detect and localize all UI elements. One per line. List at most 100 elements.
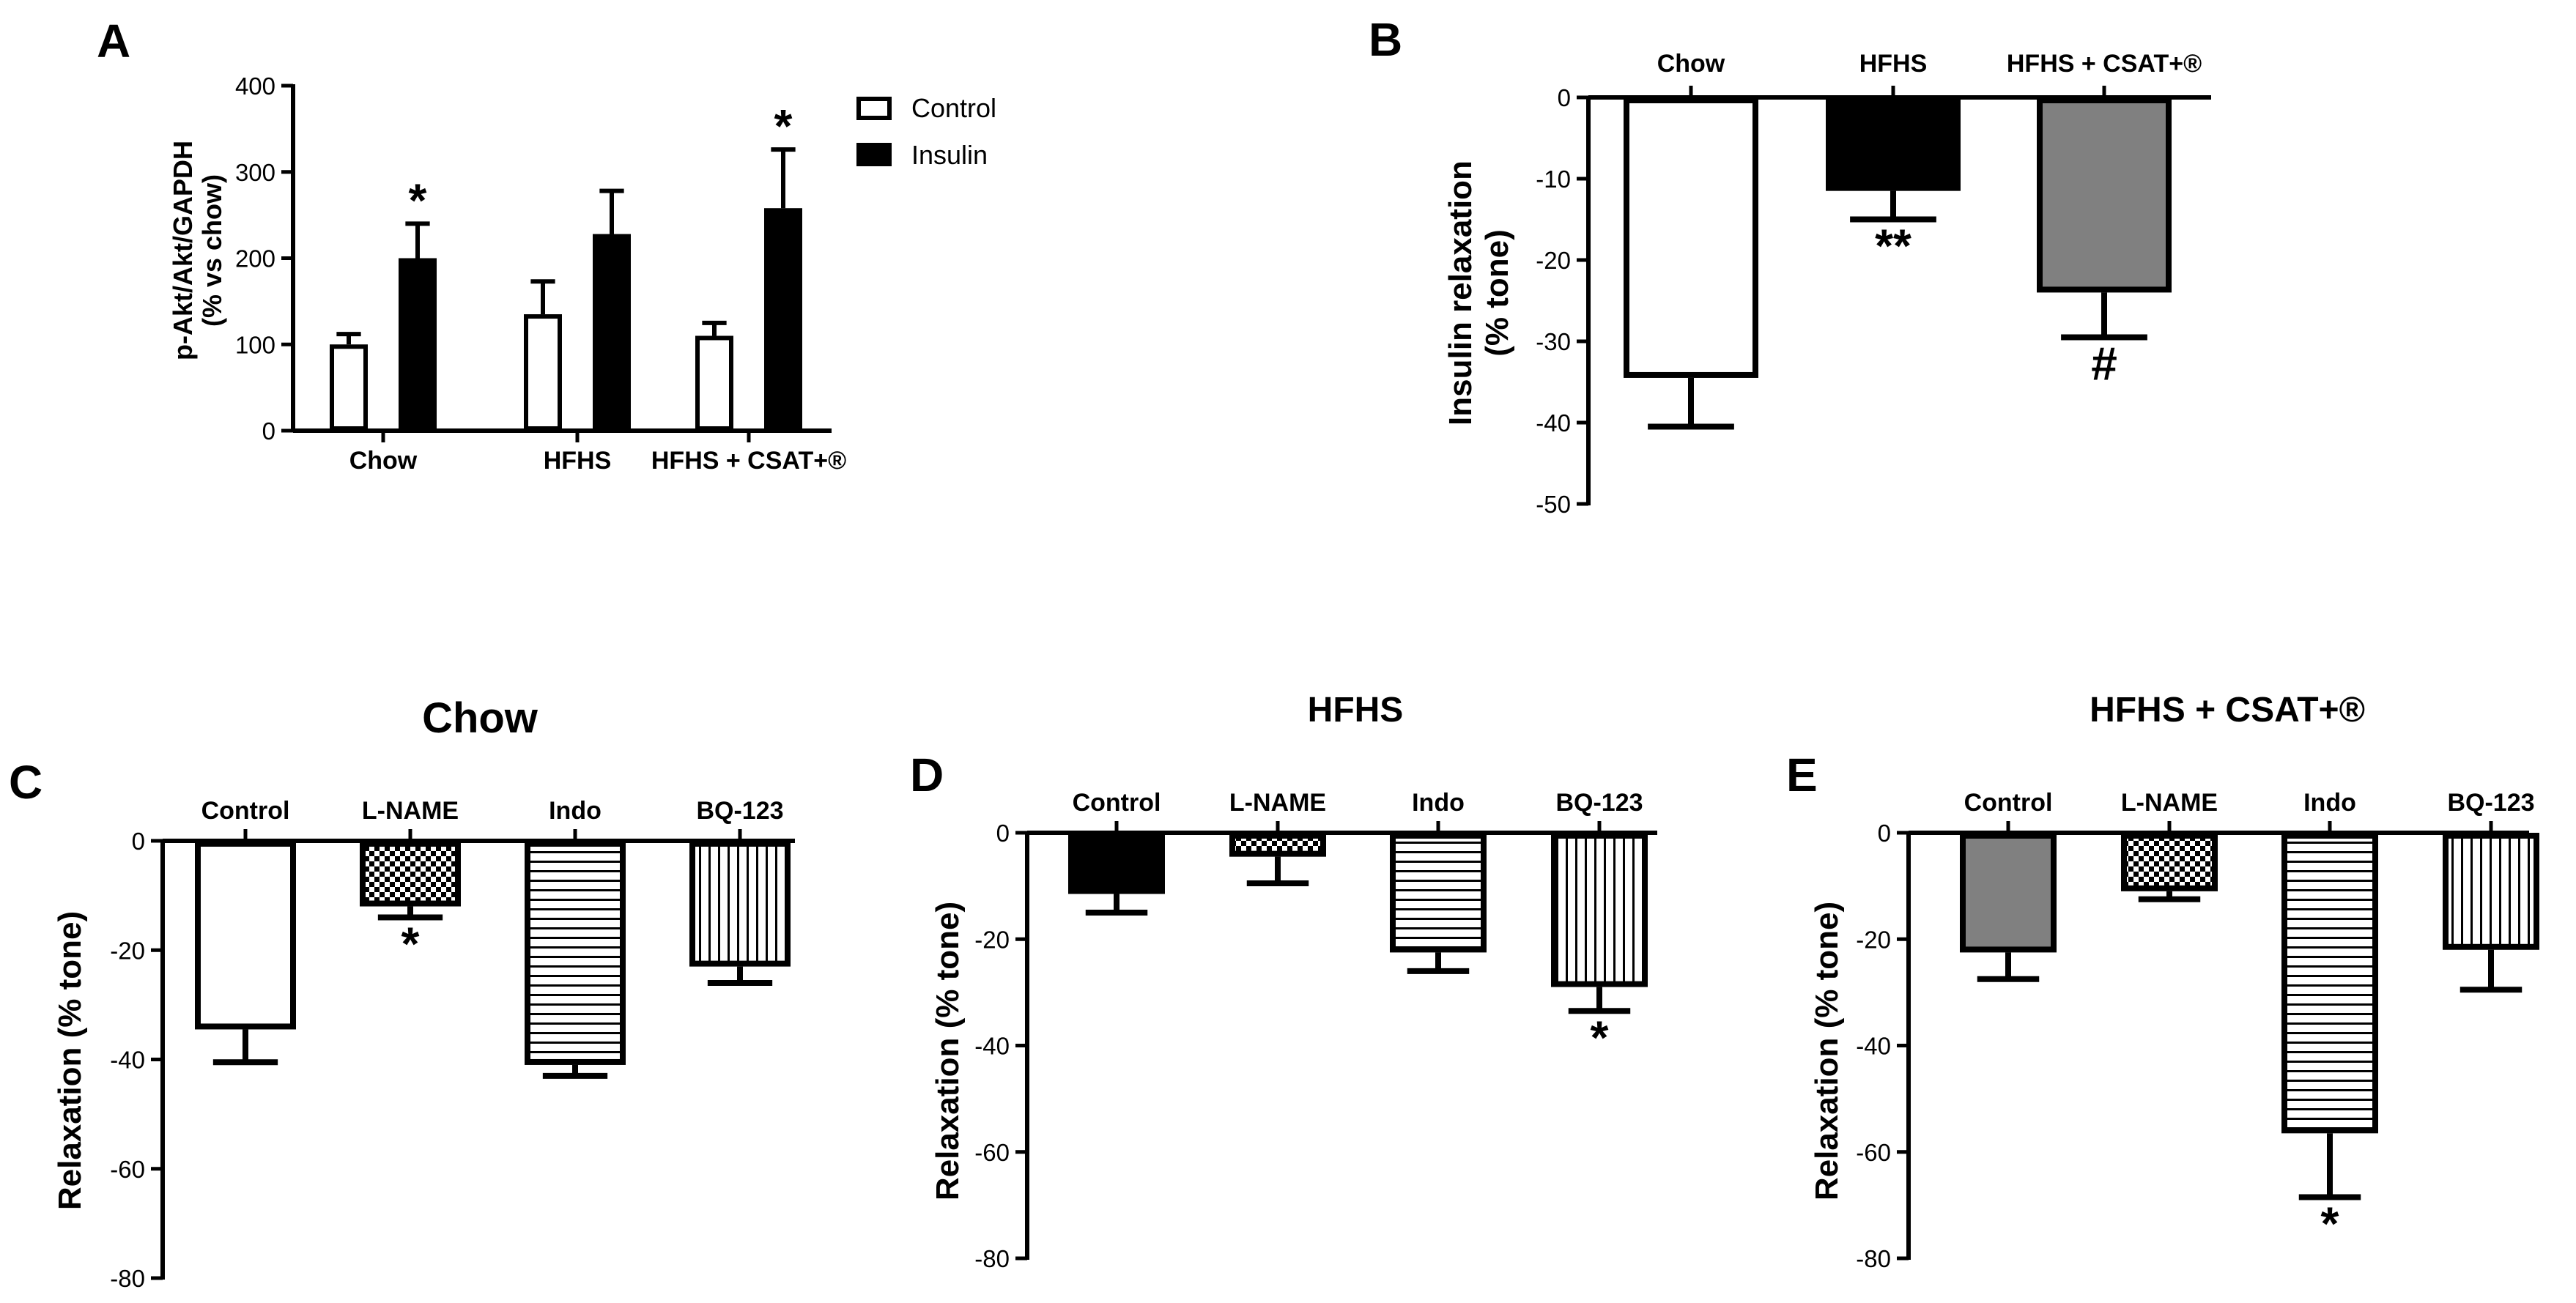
y-tick-label: -80 [974,1245,1010,1272]
y-ticks-a: 0 100 200 300 400 [235,73,293,445]
y-tick-label: -40 [974,1033,1010,1060]
panel-letter-d: D [910,749,944,801]
category-label: BQ-123 [2447,789,2534,817]
ylabel-e: Relaxation (% tone) [1809,902,1845,1200]
category-label: Control [1964,789,2053,817]
y-ticks-d: 0 -20 -40 -60 -80 [974,820,1027,1272]
panel-letter-c: C [9,756,42,809]
bars-a: ** [330,100,802,431]
categories-b: Chow HFHS HFHS + CSAT+® [1657,50,2202,78]
ylabel2-b: (% tone) [1479,229,1515,357]
significance-marker: * [409,174,427,226]
significance-marker: * [774,100,793,152]
axis-d [1025,821,1657,1260]
legend-label-control: Control [911,93,996,123]
category-label: HFHS [544,447,612,475]
bar [1960,833,2057,953]
panel-letter-b: B [1369,13,1402,66]
bar [1826,97,1961,191]
y-tick-label: 200 [235,245,275,272]
y-tick-label: -80 [110,1265,145,1292]
category-label: Control [201,797,290,825]
category-label: Indo [549,797,602,825]
categories-c: Control L-NAME Indo BQ-123 [201,797,784,825]
categories-a: Chow HFHS HFHS + CSAT+® [349,447,846,475]
category-label: BQ-123 [1555,789,1643,817]
significance-marker: * [2321,1197,2339,1250]
panel-letter-e: E [1786,749,1818,801]
bar [1229,833,1326,857]
title-d: HFHS [1308,691,1404,730]
y-tick-label: -40 [1856,1033,1891,1060]
axis-e [1906,821,2529,1260]
ylabel2-a: (% vs chow) [197,174,227,327]
ylabel-a: p-Akt/Akt/GAPDH [168,141,198,360]
category-label: Chow [349,447,418,475]
category-label: Indo [2303,789,2356,817]
significance-marker: * [1591,1011,1609,1063]
significance-marker: * [401,917,420,970]
y-tick-label: 0 [1878,820,1891,847]
category-label: Chow [1657,50,1725,78]
legend-label-insulin: Insulin [911,140,988,170]
y-tick-label: -30 [1536,328,1571,355]
legend-swatch-insulin [856,143,892,166]
bar [360,841,461,907]
title-c: Chow [422,694,538,742]
significance-marker: # [2091,337,2117,390]
legend: Control Insulin [856,93,996,170]
ylabel-c: Relaxation (% tone) [52,911,88,1210]
panel-e: E HFHS + CSAT+® Relaxation (% tone) 0 -20… [1786,691,2539,1272]
category-label: L-NAME [1229,789,1326,817]
axis-a [291,84,832,442]
bar [1390,833,1487,953]
y-tick-label: -20 [974,926,1010,953]
y-tick-label: -40 [1536,409,1571,437]
y-tick-label: 0 [132,828,145,855]
bar [195,841,296,1030]
bars-d: * [1068,833,1648,1063]
y-tick-label: 300 [235,159,275,186]
category-label: L-NAME [2121,789,2218,817]
bar [2037,97,2172,293]
panel-b: B Insulin relaxation (% tone) 0 -10 -20 -30… [1369,13,2211,518]
y-tick-label: -60 [1856,1139,1891,1166]
y-tick-label: 0 [262,417,275,445]
axis-b [1586,86,2211,505]
y-tick-label: 400 [235,73,275,100]
bar [593,234,631,431]
bar [1624,97,1758,378]
y-tick-label: -20 [110,937,145,964]
bar [764,208,802,431]
y-tick-label: -80 [1856,1245,1891,1272]
ylabel-b: Insulin relaxation [1443,160,1478,426]
significance-marker: ** [1875,220,1911,272]
bar [2443,833,2539,950]
bar [330,344,368,431]
axis-c [160,829,795,1280]
panel-a: A p-Akt/Akt/GAPDH (% vs chow) 0 100 200 300… [97,15,996,475]
category-label: HFHS + CSAT+® [651,447,846,475]
panel-c: C Chow Relaxation (% tone) 0 -20 -40 -60 -80… [9,694,795,1292]
y-tick-label: -60 [974,1139,1010,1166]
y-tick-label: -20 [1536,247,1571,274]
category-label: HFHS [1859,50,1928,78]
bar [689,841,791,967]
bar [695,335,733,431]
legend-swatch-control [856,97,892,120]
title-e: HFHS + CSAT+® [2090,691,2365,730]
y-tick-label: 0 [996,820,1010,847]
bars-e: * [1960,833,2539,1250]
panel-letter-a: A [97,15,130,67]
category-label: L-NAME [362,797,459,825]
y-tick-label: 0 [1558,84,1571,111]
bar [1068,833,1165,894]
y-tick-label: -40 [110,1047,145,1074]
category-label: BQ-123 [696,797,783,825]
y-tick-label: -60 [110,1156,145,1183]
ylabel-d: Relaxation (% tone) [930,902,966,1200]
panel-d: D HFHS Relaxation (% tone) 0 -20 -40 -60 -80… [910,691,1657,1272]
bars-b: ** # [1624,97,2172,430]
y-tick-label: -50 [1536,491,1571,518]
